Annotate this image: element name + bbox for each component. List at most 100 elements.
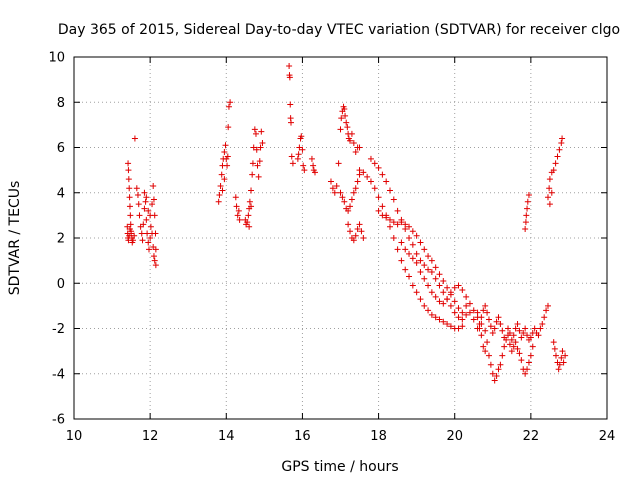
data-point	[466, 300, 473, 307]
data-point	[421, 246, 428, 253]
data-point	[398, 239, 405, 246]
data-point	[455, 314, 462, 321]
data-point	[149, 201, 156, 208]
data-point	[506, 330, 513, 337]
data-point	[288, 119, 295, 126]
data-point	[298, 133, 305, 140]
data-point	[219, 187, 226, 194]
data-point	[425, 253, 432, 260]
data-point	[143, 216, 150, 223]
data-point	[235, 207, 242, 214]
data-point	[350, 139, 357, 146]
data-point	[512, 325, 519, 332]
data-point	[527, 352, 534, 359]
data-point	[413, 289, 420, 296]
data-point	[217, 182, 224, 189]
data-point	[421, 302, 428, 309]
data-point	[354, 178, 361, 185]
data-point	[358, 228, 365, 235]
data-point	[425, 307, 432, 314]
data-point	[555, 366, 562, 373]
plot-frame	[73, 56, 608, 420]
data-point	[436, 316, 443, 323]
data-point	[510, 343, 517, 350]
data-point	[495, 314, 502, 321]
data-point	[131, 232, 138, 239]
data-point	[135, 201, 142, 208]
data-point	[398, 219, 405, 226]
data-point	[301, 167, 308, 174]
data-point	[417, 239, 424, 246]
data-point	[257, 144, 264, 151]
data-point	[444, 296, 451, 303]
data-point	[432, 275, 439, 282]
data-point	[440, 277, 447, 284]
data-point	[417, 268, 424, 275]
data-point	[455, 325, 462, 332]
data-point	[127, 212, 134, 219]
data-point	[146, 246, 153, 253]
data-point	[367, 178, 374, 185]
data-point	[478, 314, 485, 321]
data-point	[394, 221, 401, 228]
data-point	[556, 361, 563, 368]
data-point	[463, 293, 470, 300]
data-point	[499, 327, 506, 334]
data-point	[126, 225, 133, 232]
data-point	[390, 235, 397, 241]
data-point	[413, 259, 420, 266]
data-point	[524, 198, 531, 205]
data-point	[506, 341, 513, 348]
data-point	[347, 137, 354, 144]
data-point	[286, 63, 293, 70]
data-point	[352, 185, 359, 192]
data-point	[497, 320, 504, 327]
data-point	[249, 160, 256, 167]
data-point	[225, 124, 232, 131]
chart-title: Day 365 of 2015, Sidereal Day-to-day VTE…	[58, 22, 620, 38]
y-tick-label: 0	[57, 277, 65, 292]
data-point	[491, 377, 498, 384]
data-point	[356, 144, 363, 151]
data-point	[524, 332, 531, 339]
data-point	[484, 339, 491, 346]
data-point	[222, 142, 229, 149]
data-point	[233, 203, 240, 210]
y-axis-label: SDTVAR / TECUs	[7, 181, 23, 296]
data-point	[487, 361, 494, 368]
x-tick-label: 12	[142, 429, 159, 444]
data-point	[142, 198, 149, 205]
data-point	[516, 350, 523, 357]
data-point	[522, 219, 529, 226]
data-point	[234, 212, 241, 219]
data-point	[151, 257, 158, 264]
data-point	[560, 359, 567, 366]
data-point	[531, 325, 538, 332]
data-point	[537, 325, 544, 332]
data-point	[476, 320, 483, 327]
data-point	[550, 167, 557, 174]
data-point	[147, 235, 154, 241]
data-point	[125, 167, 132, 174]
data-point	[551, 345, 558, 352]
data-point	[375, 207, 382, 214]
data-point	[529, 343, 536, 350]
data-point	[246, 198, 253, 205]
data-point	[350, 237, 357, 244]
data-point	[421, 275, 428, 282]
data-point	[236, 216, 243, 223]
data-point	[406, 250, 413, 257]
data-point	[493, 318, 500, 325]
data-point	[508, 336, 515, 343]
data-point	[254, 162, 261, 169]
data-point	[522, 325, 529, 332]
data-point	[436, 298, 443, 305]
data-point	[470, 316, 477, 323]
x-tick-label: 16	[294, 429, 311, 444]
x-axis-label: GPS time / hours	[281, 459, 398, 475]
data-point	[371, 185, 378, 192]
data-point	[432, 314, 439, 321]
data-point	[413, 250, 420, 257]
data-point	[327, 178, 334, 185]
